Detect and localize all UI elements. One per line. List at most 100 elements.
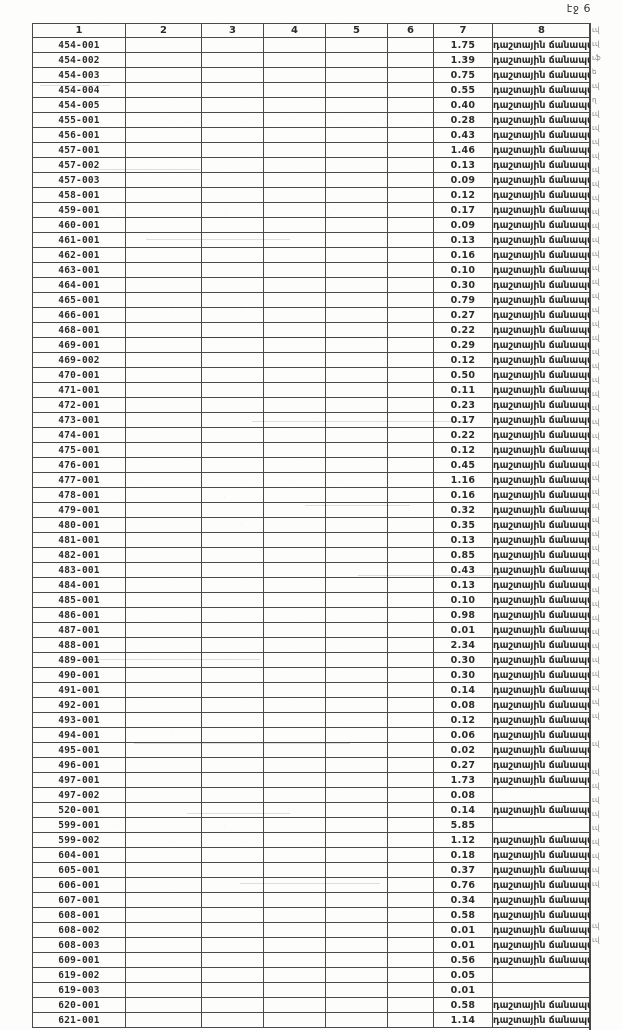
margin-annotation: ւվ [592,362,600,370]
cell-column-4 [263,472,326,488]
margin-annotation: ւվ [592,544,600,552]
cell-column-5 [325,952,388,968]
margin-annotation: ւվ [592,474,600,482]
margin-annotation: ւվ [592,488,600,496]
cell-column-3 [201,547,264,563]
cell-column-4 [263,37,326,53]
cell-description: դաշտային ճանապարհ [492,682,591,698]
cell-description: դաշտային ճանապարհ [492,517,591,533]
cell-column-3 [201,772,264,788]
cell-parcel-id: 461-001 [32,232,126,248]
cell-column-4 [263,592,326,608]
cell-column-2 [125,142,202,158]
cell-column-4 [263,1012,326,1028]
margin-annotation: ւվ [592,264,600,272]
cell-area-value: 0.98 [433,607,493,623]
cell-area-value: 0.45 [433,457,493,473]
cell-column-4 [263,517,326,533]
cell-column-3 [201,112,264,128]
cell-area-value: 0.09 [433,217,493,233]
cell-column-3 [201,217,264,233]
cell-column-2 [125,517,202,533]
cell-column-5 [325,172,388,188]
cell-column-5 [325,442,388,458]
margin-annotation: ւվ [592,320,600,328]
cell-area-value: 0.50 [433,367,493,383]
cell-column-4 [263,952,326,968]
cell-area-value: 0.08 [433,787,493,803]
cell-area-value: 1.14 [433,1012,493,1028]
cell-column-6 [387,67,434,83]
margin-annotation: ւվ [592,222,600,230]
cell-column-6 [387,307,434,323]
margin-annotation: ւվ [592,740,600,748]
cell-column-6 [387,442,434,458]
cell-area-value: 0.05 [433,967,493,983]
cell-column-2 [125,877,202,893]
margin-annotation: ւվ [592,124,600,132]
cell-column-2 [125,277,202,293]
cell-area-value: 0.01 [433,622,493,638]
margin-annotation: ւվ [592,782,600,790]
cell-column-3 [201,322,264,338]
cell-parcel-id: 608-001 [32,907,126,923]
cell-column-2 [125,772,202,788]
cell-parcel-id: 480-001 [32,517,126,533]
cell-column-5 [325,757,388,773]
cell-column-5 [325,247,388,263]
margin-annotation: ւվ [592,418,600,426]
margin-annotation: ւվ [592,502,600,510]
cell-parcel-id: 456-001 [32,127,126,143]
cell-parcel-id: 488-001 [32,637,126,653]
cell-column-4 [263,877,326,893]
margin-annotation: ւվ [592,180,600,188]
cell-column-3 [201,292,264,308]
cell-column-5 [325,667,388,683]
cell-area-value: 0.17 [433,202,493,218]
cell-column-3 [201,157,264,173]
cell-column-2 [125,952,202,968]
cell-column-4 [263,787,326,803]
cell-column-4 [263,652,326,668]
cell-column-4 [263,112,326,128]
column-header-5: 5 [325,23,388,38]
cell-description: դաշտային ճանապարհ [492,802,591,818]
margin-annotation: ւվ [592,166,600,174]
cell-column-3 [201,472,264,488]
cell-area-value: 1.16 [433,472,493,488]
cell-description: դաշտային ճանապարհ [492,37,591,53]
page-folio-label: էջ 6 [566,2,591,15]
cell-parcel-id: 484-001 [32,577,126,593]
cell-column-3 [201,607,264,623]
cell-column-5 [325,922,388,938]
cell-description: դաշտային ճանապարհ [492,832,591,848]
cell-column-6 [387,547,434,563]
cell-column-2 [125,427,202,443]
cell-description: դաշտային ճանապարհ [492,82,591,98]
cell-parcel-id: 619-003 [32,982,126,998]
cell-area-value: 0.79 [433,292,493,308]
cell-column-5 [325,652,388,668]
cell-column-6 [387,982,434,998]
margin-annotation: ւվ [592,838,600,846]
cell-column-2 [125,697,202,713]
cell-column-5 [325,127,388,143]
cell-column-5 [325,1012,388,1028]
cell-column-4 [263,127,326,143]
cell-parcel-id: 608-002 [32,922,126,938]
cell-description [492,982,591,998]
cell-column-4 [263,757,326,773]
margin-annotation: ւվ [592,866,600,874]
cell-description: դաշտային ճանապարհ [492,712,591,728]
cell-column-2 [125,307,202,323]
cell-column-5 [325,562,388,578]
cell-area-value: 0.16 [433,247,493,263]
cell-column-2 [125,982,202,998]
